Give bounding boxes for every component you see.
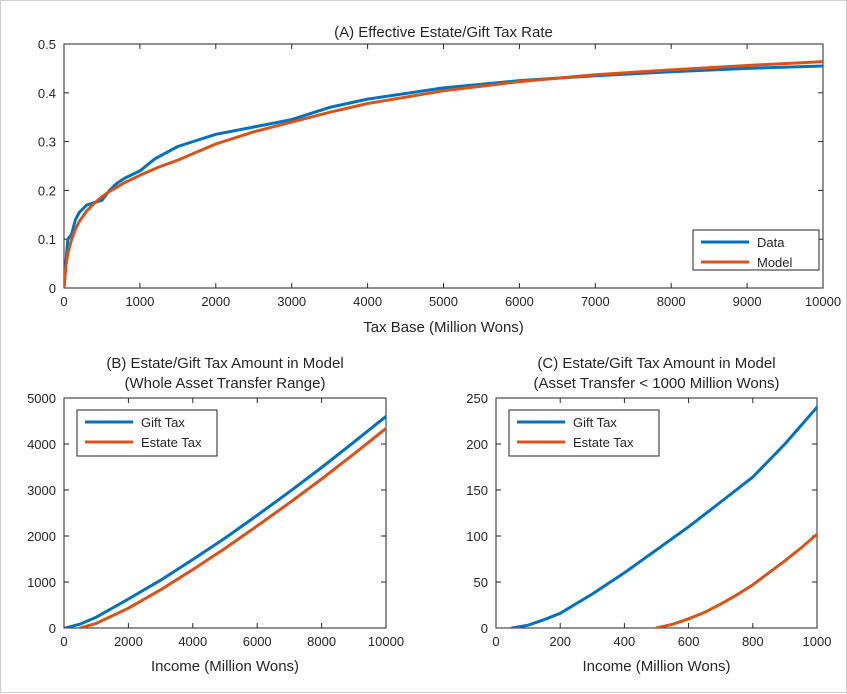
y-tick-label: 0.2 [38,183,56,198]
x-tick-label: 8000 [657,294,686,309]
x-tick-label: 8000 [307,634,336,649]
x-tick-label: 1000 [125,294,154,309]
x-tick-label: 2000 [201,294,230,309]
legend-label: Estate Tax [573,435,634,450]
legend: Data Model [692,229,820,271]
plot-area-box [63,397,387,629]
x-tick-label: 2000 [114,634,143,649]
legend-label: Gift Tax [141,415,185,430]
x-tick-label: 10000 [805,294,841,309]
x-tick-label: 200 [549,634,571,649]
legend-box [692,229,820,271]
y-tick-label: 150 [466,483,488,498]
x-axis-label: Tax Base (Million Wons) [363,319,524,336]
y-tick-label: 0 [49,621,56,636]
x-tick-label: 7000 [581,294,610,309]
chart-title: (A) Effective Estate/Gift Tax Rate [334,24,553,41]
y-tick-label: 250 [466,391,488,406]
chart-subtitle: (Asset Transfer < 1000 Million Wons) [533,375,779,392]
legend-label: Model [757,255,793,270]
y-tick-label: 3000 [27,483,56,498]
chart-title: (C) Estate/Gift Tax Amount in Model [537,355,775,372]
y-tick-label: 5000 [27,391,56,406]
x-tick-label: 6000 [505,294,534,309]
series-line-gift-tax [64,414,386,628]
legend: Gift Tax Estate Tax [76,409,218,457]
y-tick-label: 2000 [27,529,56,544]
y-tick-label: 200 [466,437,488,452]
y-tick-label: 1000 [27,575,56,590]
x-tick-label: 0 [60,294,67,309]
x-tick-label: 10000 [368,634,404,649]
chart-subtitle: (Whole Asset Transfer Range) [125,375,326,392]
x-tick-label: 400 [614,634,636,649]
y-tick-label: 0.5 [38,37,56,52]
x-tick-label: 800 [742,634,764,649]
y-tick-label: 0.4 [38,86,56,101]
legend: Gift Tax Estate Tax [508,409,660,457]
x-tick-label: 600 [678,634,700,649]
x-tick-label: 9000 [733,294,762,309]
x-tick-label: 4000 [178,634,207,649]
x-axis-label: Income (Million Wons) [582,658,730,675]
x-tick-label: 1000 [803,634,832,649]
series-line-estate-tax [78,426,386,628]
legend-label: Data [757,235,785,250]
y-tick-label: 100 [466,529,488,544]
legend-label: Estate Tax [141,435,202,450]
y-tick-label: 4000 [27,437,56,452]
y-tick-label: 0 [481,621,488,636]
x-axis-label: Income (Million Wons) [151,658,299,675]
series-line-gift-tax [510,405,817,628]
panel-a: (A) Effective Estate/Gift Tax Rate 0 1000 2… [38,24,841,336]
x-tick-label: 4000 [353,294,382,309]
x-tick-label: 0 [60,634,67,649]
chart-title: (B) Estate/Gift Tax Amount in Model [106,355,343,372]
x-tick-label: 0 [492,634,499,649]
y-tick-label: 50 [474,575,488,590]
series-line-model [64,60,823,288]
y-tick-label: 0.1 [38,232,56,247]
y-tick-label: 0 [49,281,56,296]
legend-label: Gift Tax [573,415,617,430]
series-line-estate-tax [655,532,817,628]
y-tick-label: 0.3 [38,135,56,150]
legend-box [508,409,660,457]
x-tick-label: 6000 [243,634,272,649]
panel-c: (C) Estate/Gift Tax Amount in Model (Asse… [466,355,831,675]
x-tick-label: 3000 [277,294,306,309]
panel-b: (B) Estate/Gift Tax Amount in Model (Whol… [27,355,404,675]
legend-box [76,409,218,457]
x-tick-label: 5000 [429,294,458,309]
